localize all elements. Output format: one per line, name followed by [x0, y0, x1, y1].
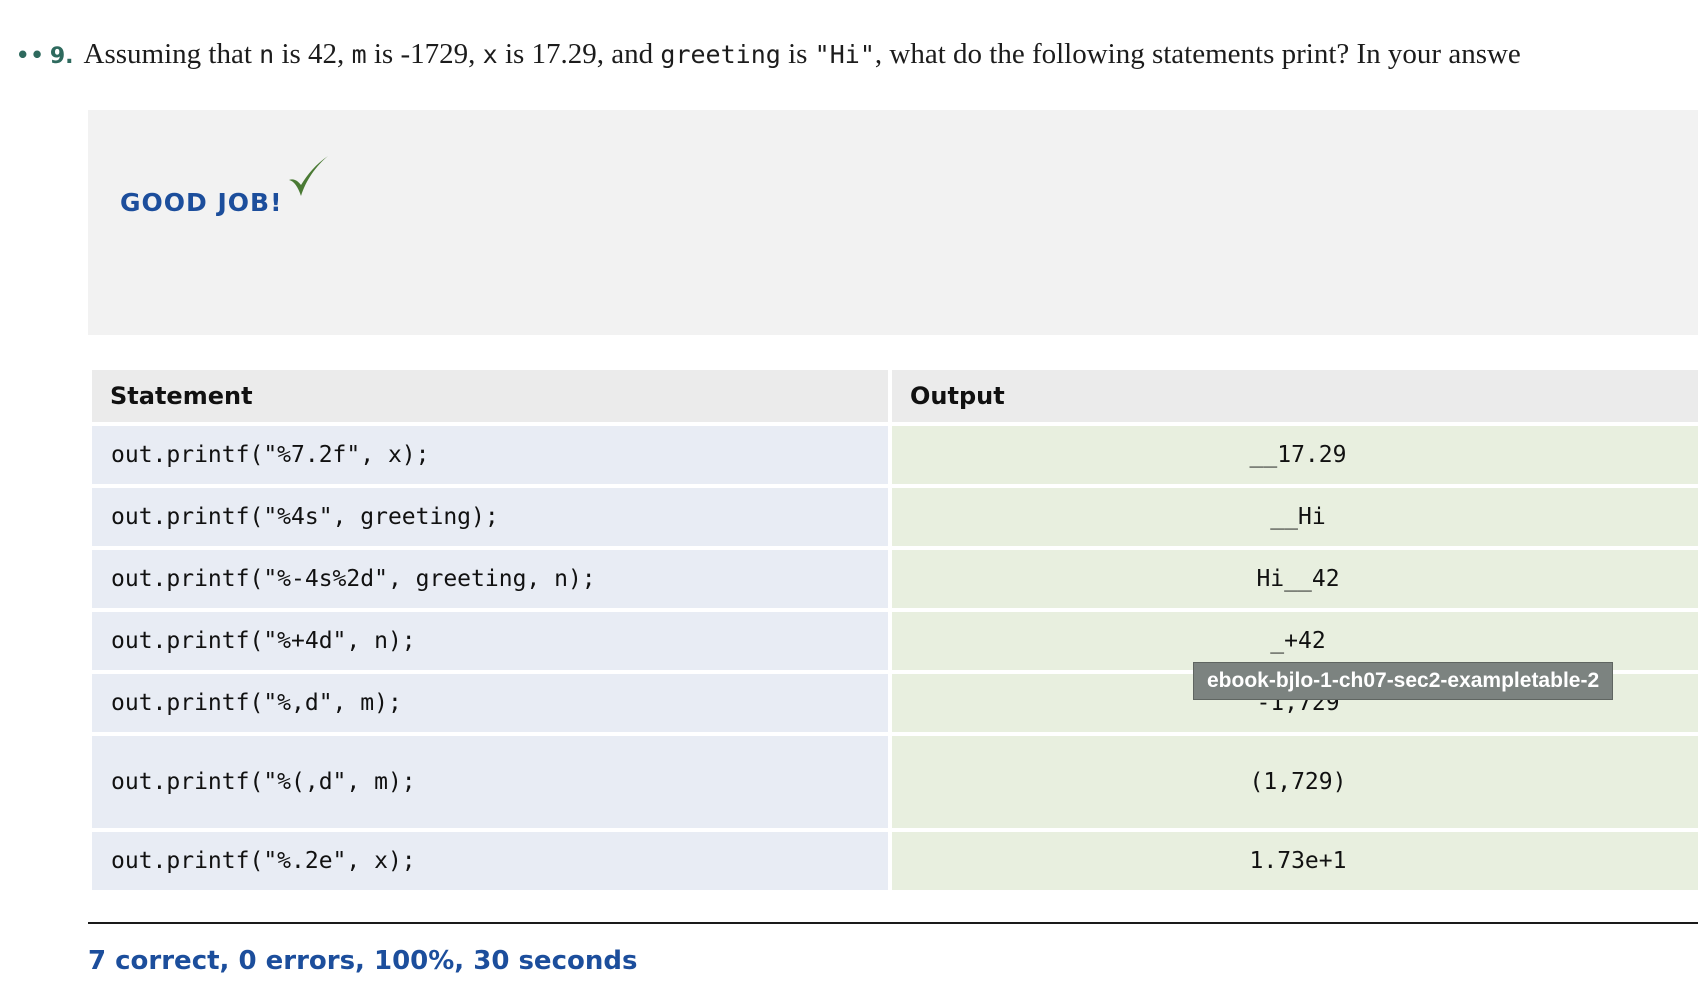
table-row: out.printf("%.2e", x); 1.73e+1 [92, 832, 1698, 890]
statement-header: Statement [92, 370, 888, 422]
output-value: Hi__42 [1256, 566, 1340, 592]
statement-cell: out.printf("%7.2f", x); [92, 426, 888, 484]
statement-cell: out.printf("%-4s%2d", greeting, n); [92, 550, 888, 608]
question-code-greeting: greeting [660, 40, 781, 69]
table-row: out.printf("%7.2f", x); __17.29 [92, 426, 1698, 484]
question-part: , what do the following statements print… [874, 38, 1521, 70]
feedback-panel: GOOD JOB! [88, 110, 1698, 335]
table-row: out.printf("%-4s%2d", greeting, n); Hi__… [92, 550, 1698, 608]
question-text: •• 9. Assuming that n is 42, m is -1729, x… [16, 32, 1521, 79]
statement-cell: out.printf("%.2e", x); [92, 832, 888, 890]
output-cell[interactable]: (1,729) [892, 736, 1698, 828]
difficulty-dots-icon: •• [16, 43, 45, 67]
output-cell[interactable]: __Hi [892, 488, 1698, 546]
divider [88, 922, 1698, 924]
question-number: 9. [49, 44, 74, 69]
table-row: out.printf("%(,d", m); (1,729) [92, 736, 1698, 828]
element-id-tooltip: ebook-bjlo-1-ch07-sec2-exampletable-2 [1193, 662, 1614, 700]
question-part: is 17.29, and [497, 38, 661, 70]
output-cell[interactable]: Hi__42 [892, 550, 1698, 608]
question-code-hi: "Hi" [814, 40, 875, 69]
statement-cell: out.printf("%(,d", m); [92, 736, 888, 828]
statement-cell: out.printf("%4s", greeting); [92, 488, 888, 546]
good-job-label: GOOD JOB! [120, 188, 283, 217]
statement-cell: out.printf("%+4d", n); [92, 612, 888, 670]
score-summary: 7 correct, 0 errors, 100%, 30 seconds [88, 946, 638, 976]
question-part: is 42, [274, 38, 352, 70]
output-value: _+42 [1270, 628, 1326, 654]
output-value: __17.29 [1249, 442, 1347, 468]
question-part: is [780, 38, 815, 70]
statement-cell: out.printf("%,d", m); [92, 674, 888, 732]
output-value: (1,729) [1249, 769, 1347, 795]
table-row: out.printf("%4s", greeting); __Hi [92, 488, 1698, 546]
output-cell[interactable]: _+42 [892, 612, 1698, 670]
question-code-m: m [351, 40, 367, 69]
checkmark-icon [289, 156, 328, 196]
output-header: Output [892, 370, 1698, 422]
example-table: Statement Output out.printf("%7.2f", x);… [88, 366, 1698, 894]
output-value: 1.73e+1 [1249, 848, 1347, 874]
table-header-row: Statement Output [92, 370, 1698, 422]
output-cell[interactable]: 1.73e+1 [892, 832, 1698, 890]
question-part: Assuming that [83, 38, 260, 70]
output-cell[interactable]: __17.29 [892, 426, 1698, 484]
output-value: __Hi [1270, 504, 1326, 530]
question-code-n: n [259, 40, 275, 69]
question-code-x: x [482, 40, 498, 69]
table-row: out.printf("%+4d", n); _+42 [92, 612, 1698, 670]
question-part: is -1729, [366, 38, 483, 70]
